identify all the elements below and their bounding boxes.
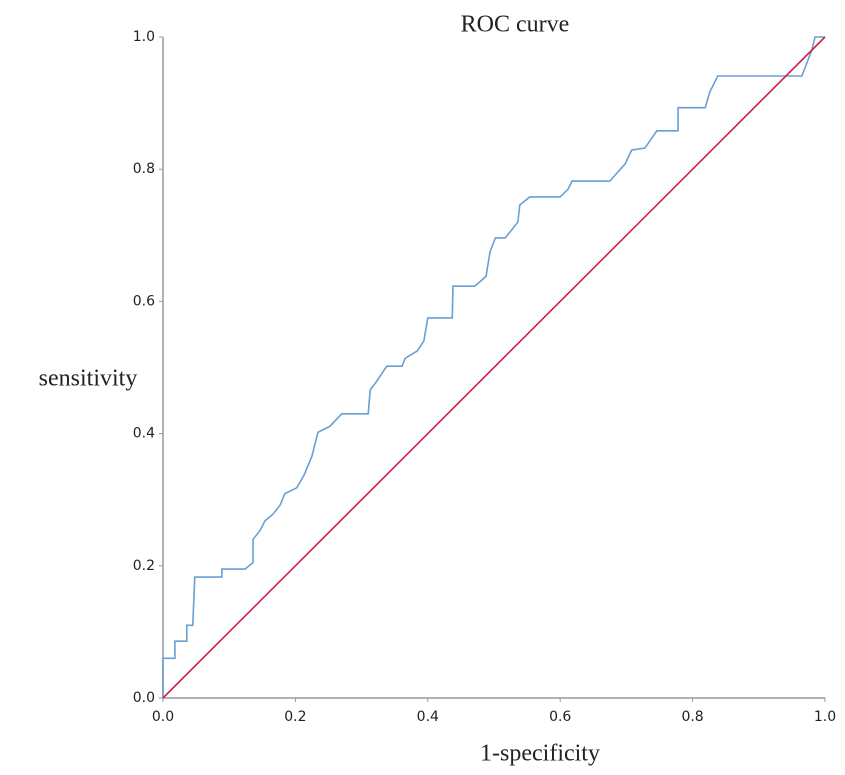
x-tick-label: 1.0 bbox=[814, 709, 836, 725]
y-tick-label: 1.0 bbox=[133, 29, 155, 45]
y-tick-label: 0.2 bbox=[133, 558, 155, 574]
y-axis-label: sensitivity bbox=[39, 366, 138, 392]
x-axis-label: 1-specificity bbox=[480, 741, 600, 767]
x-tick-label: 0.0 bbox=[152, 709, 174, 725]
y-tick-label: 0.0 bbox=[133, 690, 155, 706]
y-tick-label: 0.4 bbox=[133, 426, 155, 442]
roc-line bbox=[162, 36, 826, 699]
x-tick-label: 0.8 bbox=[681, 709, 703, 725]
x-tick-label: 0.6 bbox=[549, 709, 571, 725]
chart-title: ROC curve bbox=[461, 12, 570, 38]
roc-line bbox=[162, 36, 825, 698]
x-tick-label: 0.2 bbox=[284, 709, 306, 725]
x-tick-label: 0.4 bbox=[417, 709, 439, 725]
y-tick-label: 0.6 bbox=[133, 293, 155, 309]
y-tick-label: 0.8 bbox=[133, 161, 155, 177]
